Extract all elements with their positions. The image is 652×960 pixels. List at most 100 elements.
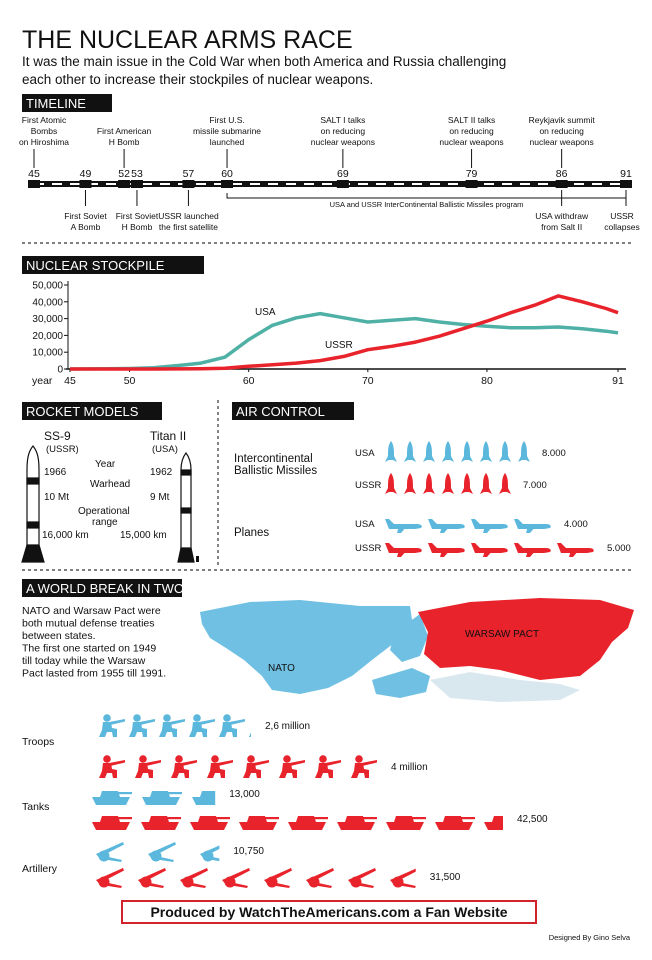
icon-shape <box>440 550 450 557</box>
map-label: NATO <box>268 663 295 674</box>
value-label: 4.000 <box>564 519 588 530</box>
icon <box>480 473 492 494</box>
icon-shape <box>315 763 333 778</box>
section-header <box>22 256 204 274</box>
timeline-year: 79 <box>466 168 478 180</box>
event-text: missile submarine <box>193 126 261 136</box>
icon-shape <box>386 822 424 830</box>
icon <box>442 473 454 494</box>
icon-shape <box>186 882 206 888</box>
icon-shape <box>194 719 215 726</box>
icon-shape <box>283 755 291 763</box>
icon <box>190 816 230 830</box>
timeline-tick <box>130 180 143 188</box>
icon-shape <box>514 519 551 529</box>
timeline-tick <box>118 180 131 188</box>
icon-shape <box>461 817 475 820</box>
event-text: collapses <box>604 222 639 232</box>
event-text: Reykjavik summit <box>529 115 596 125</box>
x-tick-label: 70 <box>362 375 374 387</box>
icon <box>99 755 125 778</box>
icon <box>499 441 511 462</box>
icon-shape <box>129 722 147 737</box>
x-tick-label: 60 <box>243 375 255 387</box>
icon-shape <box>385 519 422 529</box>
icon-shape <box>492 816 503 822</box>
icon-shape <box>471 543 508 553</box>
icon-shape <box>219 722 237 737</box>
icon <box>189 714 215 737</box>
icon <box>514 519 551 533</box>
icon-shape <box>312 882 332 888</box>
icon-shape <box>356 760 377 767</box>
icon-shape <box>118 817 132 820</box>
section-header <box>232 402 354 420</box>
icon-shape <box>102 882 122 888</box>
ss9-rocket <box>21 445 45 563</box>
world-text: both mutual defense treaties <box>22 618 155 630</box>
icon-shape <box>168 792 182 795</box>
icon-shape <box>239 822 277 830</box>
x-tick-label: 91 <box>612 375 624 387</box>
icon <box>243 755 269 778</box>
icon <box>96 868 124 888</box>
icon <box>141 816 181 830</box>
icon-shape <box>159 722 177 737</box>
icon <box>385 473 397 494</box>
event-text: SALT I talks <box>320 115 365 125</box>
icon <box>351 755 377 778</box>
icon-shape <box>224 719 245 726</box>
icon <box>385 543 422 557</box>
nato-europe-south <box>372 668 430 698</box>
event-text: Bombs <box>31 126 57 136</box>
icon-shape <box>319 755 327 763</box>
icon-shape <box>480 473 492 494</box>
timeline-year: 45 <box>28 168 40 180</box>
icon <box>514 543 551 557</box>
icon <box>279 755 305 778</box>
rocket-year: 1966 <box>44 467 67 478</box>
icon <box>435 816 475 830</box>
map-label: WARSAW PACT <box>465 629 539 640</box>
icon <box>423 441 435 462</box>
timeline-tick <box>221 180 234 188</box>
event-text: First Soviet <box>116 211 159 221</box>
icon-shape <box>442 441 454 462</box>
icon-shape <box>557 543 594 553</box>
icon <box>461 473 473 494</box>
icon-shape <box>423 473 435 494</box>
group-label: Ballistic Missiles <box>234 465 317 477</box>
icon-row <box>92 816 503 830</box>
event-text: on reducing <box>539 126 584 136</box>
event-text: launched <box>210 137 245 147</box>
value-label: 4 million <box>391 762 428 773</box>
rocket-body <box>26 445 40 553</box>
icon-shape <box>461 441 473 462</box>
rocket-range: 15,000 km <box>120 530 167 541</box>
icon <box>404 441 416 462</box>
section-heading: TIMELINE <box>26 96 86 111</box>
icon-shape <box>363 817 377 820</box>
event-text: nuclear weapons <box>530 137 594 147</box>
icon <box>471 543 508 557</box>
icon <box>423 473 435 494</box>
icon-shape <box>144 882 164 888</box>
timeline-tick <box>182 180 195 188</box>
x-tick-label: 45 <box>64 375 76 387</box>
nato-europe <box>390 614 428 662</box>
icon-shape <box>435 822 473 830</box>
rocket-year: 1962 <box>150 467 173 478</box>
world-text: Pact lasted from 1955 till 1991. <box>22 668 166 680</box>
timeline-tick <box>620 180 632 188</box>
icon <box>428 519 465 533</box>
icon-shape <box>243 763 261 778</box>
icon-shape <box>212 760 233 767</box>
icon-shape <box>404 441 416 462</box>
icon-shape <box>133 714 141 722</box>
icon <box>92 816 132 830</box>
icon-shape <box>514 543 551 553</box>
value-label: 13,000 <box>229 789 260 800</box>
icon-shape <box>193 714 201 722</box>
timeline-year: 91 <box>620 168 632 180</box>
icon-shape <box>385 473 397 494</box>
